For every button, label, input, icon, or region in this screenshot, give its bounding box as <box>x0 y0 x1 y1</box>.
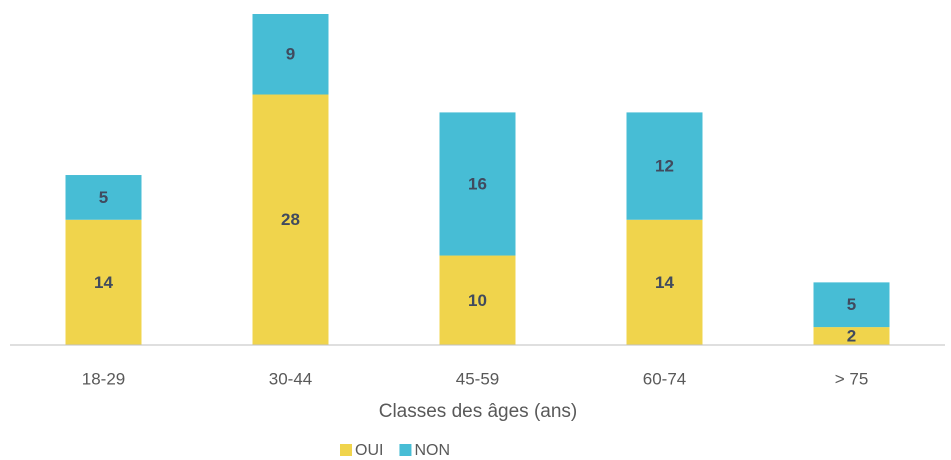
data-label: 10 <box>468 291 487 310</box>
legend-label: OUI <box>355 442 383 459</box>
data-label: 5 <box>847 295 856 314</box>
bar-segment <box>252 94 329 345</box>
x-axis-title: Classes des âges (ans) <box>379 401 578 422</box>
bar-segment <box>439 255 516 345</box>
x-tick-label: 30-44 <box>269 369 312 388</box>
data-label: 2 <box>847 327 856 346</box>
data-label: 5 <box>99 188 108 207</box>
data-label: 12 <box>655 157 674 176</box>
data-label: 9 <box>286 45 295 64</box>
bar-segment <box>65 219 142 345</box>
bar-segment <box>626 219 703 345</box>
x-tick-label: 18-29 <box>82 369 125 388</box>
legend-swatch <box>340 444 352 456</box>
x-tick-label: 45-59 <box>456 369 499 388</box>
legend-swatch <box>399 444 412 456</box>
bar-segment <box>813 327 890 345</box>
bar-segment <box>439 112 516 256</box>
bar-segment <box>252 14 329 95</box>
data-label: 14 <box>655 273 674 292</box>
bar-segment <box>626 112 703 220</box>
data-label: 14 <box>94 273 113 292</box>
bar-segment <box>65 175 142 220</box>
legend-label: NON <box>414 442 450 459</box>
x-tick-label: > 75 <box>835 369 869 388</box>
data-label: 28 <box>281 210 300 229</box>
bar-segment <box>813 282 890 328</box>
x-tick-label: 60-74 <box>643 369 686 388</box>
data-label: 16 <box>468 174 487 193</box>
